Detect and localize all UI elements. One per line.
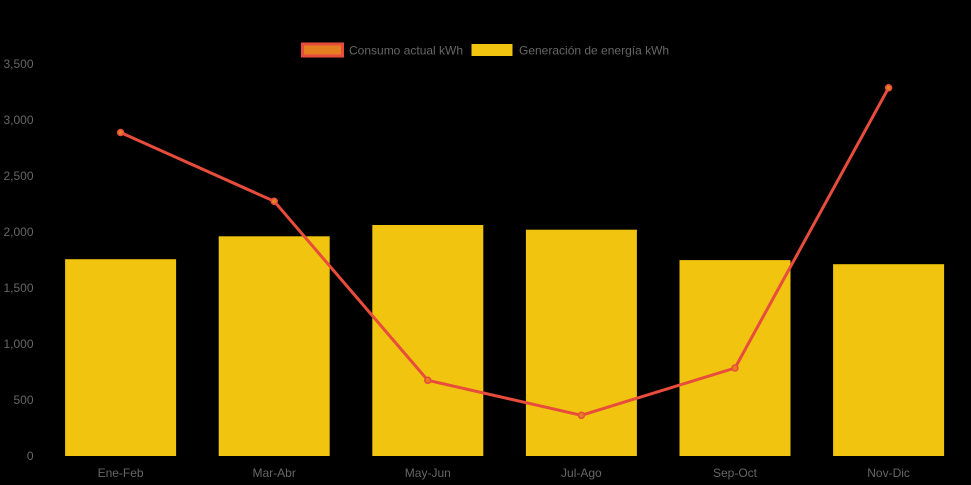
svg-text:1,000: 1,000 (3, 337, 33, 351)
svg-text:Generación de energía kWh: Generación de energía kWh (519, 43, 669, 57)
svg-text:1,500: 1,500 (3, 281, 33, 295)
svg-text:3,000: 3,000 (3, 113, 33, 127)
svg-text:0: 0 (27, 449, 34, 463)
svg-text:3,500: 3,500 (3, 57, 33, 71)
svg-text:Ene-Feb: Ene-Feb (98, 466, 144, 480)
svg-text:Nov-Dic: Nov-Dic (867, 466, 910, 480)
svg-text:Mar-Abr: Mar-Abr (253, 466, 296, 480)
svg-text:Consumo actual kWh: Consumo actual kWh (349, 43, 463, 57)
svg-text:May-Jun: May-Jun (405, 466, 451, 480)
svg-text:500: 500 (13, 393, 33, 407)
svg-text:2,000: 2,000 (3, 225, 33, 239)
svg-text:Jul-Ago: Jul-Ago (561, 466, 602, 480)
svg-text:2,500: 2,500 (3, 169, 33, 183)
svg-text:Sep-Oct: Sep-Oct (713, 466, 758, 480)
